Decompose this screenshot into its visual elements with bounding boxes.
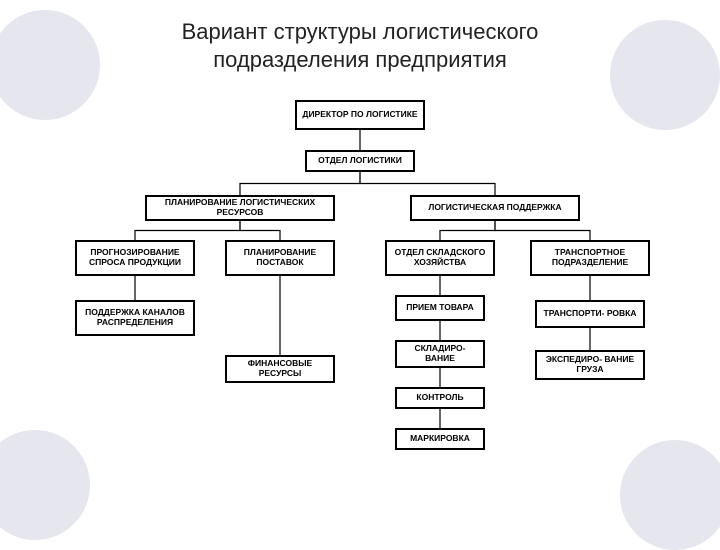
edge-plan-p2 bbox=[240, 221, 280, 240]
edge-supp-s2 bbox=[495, 221, 590, 240]
edge-dept-supp bbox=[360, 172, 495, 195]
title-line-1: Вариант структуры логистического bbox=[182, 19, 539, 44]
org-chart-container: ДИРЕКТОР ПО ЛОГИСТИКЕОТДЕЛ ЛОГИСТИКИПлан… bbox=[55, 100, 665, 520]
slide-title: Вариант структуры логистического подразд… bbox=[0, 0, 720, 73]
title-line-2: подразделения предприятия bbox=[213, 47, 507, 72]
edge-plan-p1 bbox=[135, 221, 240, 240]
edge-dept-plan bbox=[240, 172, 360, 195]
org-chart-connectors bbox=[55, 100, 665, 520]
edge-supp-s1 bbox=[440, 221, 495, 240]
